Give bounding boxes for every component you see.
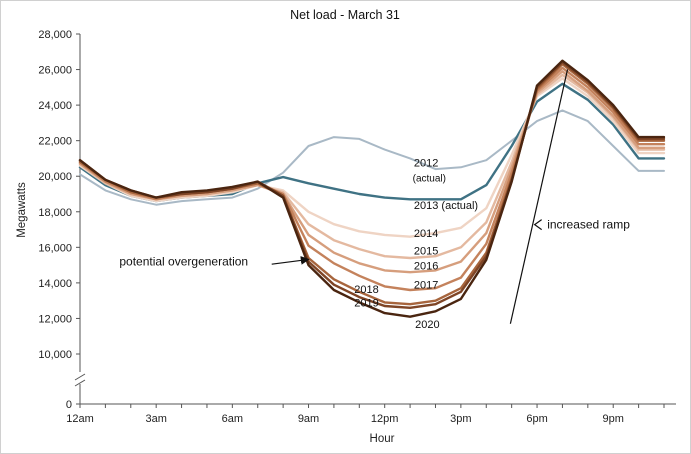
series-labels: 2012 (actual) 2013 (actual) 2014 2015 2016 201…: [354, 157, 478, 330]
x-tick-label: 9pm: [603, 413, 624, 425]
series-label: 2020: [415, 319, 439, 331]
y-tick-label: 22,000: [38, 136, 72, 148]
series-label: 2015: [414, 246, 438, 258]
ramp-line: [509, 69, 569, 324]
overgeneration-arrow: [271, 256, 310, 265]
x-tick-label: 3am: [145, 413, 166, 425]
overgeneration-label: potential overgeneration: [119, 254, 248, 268]
axis-break-mark: [74, 373, 86, 381]
series-line-2016: [78, 70, 666, 274]
y-tick-label: 14,000: [38, 278, 72, 290]
y-tick-label: 16,000: [38, 242, 72, 254]
series-line-2020: [78, 59, 666, 318]
series-label: 2017: [414, 280, 438, 292]
x-tick-label: 12am: [66, 413, 94, 425]
series-line-2013: [78, 82, 666, 203]
x-tick-label: 12pm: [371, 413, 399, 425]
series-line-2019: [78, 61, 666, 309]
series-line-2014: [78, 77, 666, 238]
axes: [74, 34, 676, 405]
ramp-pointer: [533, 219, 543, 231]
series-label: 2019: [354, 298, 378, 310]
series-label: (actual): [413, 174, 446, 185]
y-tick-label: 26,000: [38, 65, 72, 77]
increased-ramp-label: increased ramp: [547, 218, 630, 232]
y-tick-label: 24,000: [38, 100, 72, 112]
x-tick-label: 3pm: [450, 413, 471, 425]
series-label: 2018: [354, 284, 378, 296]
series-label: 2013 (actual): [414, 200, 478, 212]
y-tick-label: 20,000: [38, 171, 72, 183]
series-label: 2016: [414, 261, 438, 273]
y-tick-label: 28,000: [38, 29, 72, 41]
series-label: 2012: [414, 157, 438, 169]
x-tick-labels: 12am 3am 6am 9am 12pm 3pm 6pm 9pm: [66, 404, 665, 425]
series-line-2012: [79, 109, 665, 206]
y-axis-label: Megawatts: [16, 182, 28, 238]
y-tick-label: 10,000: [38, 349, 72, 361]
y-tick-label: 0: [66, 399, 72, 411]
series-label: 2014: [414, 228, 438, 240]
x-tick-label: 9am: [298, 413, 319, 425]
x-axis-label: Hour: [370, 433, 395, 445]
y-tick-label: 12,000: [38, 313, 72, 325]
chart-title: Net load - March 31: [290, 8, 400, 22]
x-tick-label: 6am: [222, 413, 243, 425]
x-tick-label: 6pm: [526, 413, 547, 425]
axis-break-mark: [74, 379, 86, 387]
annotations: potential overgeneration increased ramp: [119, 69, 630, 324]
y-tick-labels: 28,000 26,000 24,000 22,000 20,000 18,000 16,0…: [38, 29, 80, 411]
y-tick-label: 18,000: [38, 207, 72, 219]
series-lines: [78, 59, 666, 318]
